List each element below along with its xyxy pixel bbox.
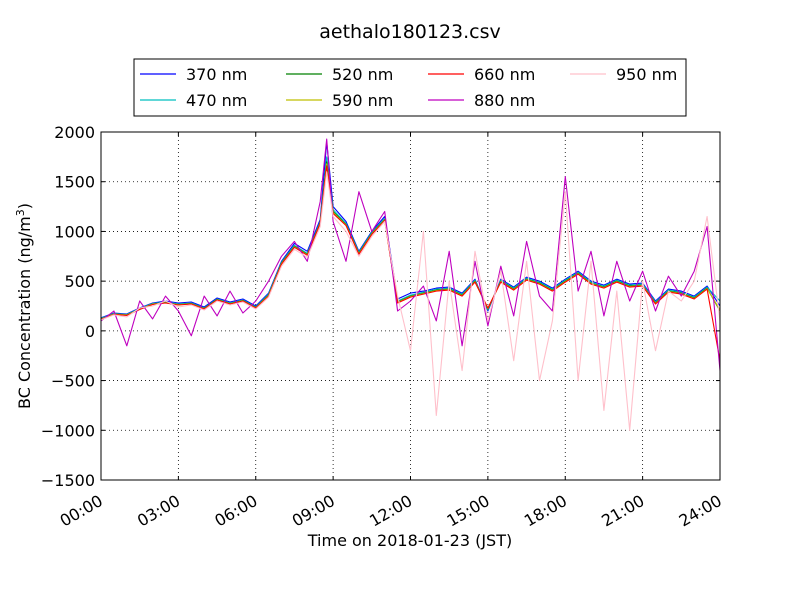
series-lines <box>101 138 720 431</box>
y-axis-label-superscript: 3 <box>14 209 27 216</box>
y-tick-label: 1000 <box>54 222 95 241</box>
y-tick-label: 500 <box>64 272 95 291</box>
legend-entry: 520 nm <box>286 65 393 84</box>
legend-label: 660 nm <box>474 65 535 84</box>
legend-label: 590 nm <box>332 91 393 110</box>
series-line-370-nm <box>101 141 720 319</box>
y-tick-label: −500 <box>51 372 95 391</box>
axis-ticks <box>100 131 721 481</box>
y-tick-label: 1500 <box>54 173 95 192</box>
y-tick-label: 0 <box>85 322 95 341</box>
y-tick-label: −1500 <box>41 471 95 490</box>
legend-label: 880 nm <box>474 91 535 110</box>
y-tick-label: −1000 <box>41 421 95 440</box>
y-axis-label-main: BC Concentration (ng/m <box>15 216 34 409</box>
chart-title: aethalo180123.csv <box>319 21 501 43</box>
legend-box <box>133 58 687 117</box>
y-tick-labels: 2000 1500 1000 500 0 −500 −1000 −1500 <box>41 123 95 490</box>
legend-entry: 950 nm <box>570 65 677 84</box>
series-line-880-nm <box>101 138 720 371</box>
x-axis-label: Time on 2018-01-23 (JST) <box>307 531 512 550</box>
legend-entry: 370 nm <box>140 65 247 84</box>
legend-label: 950 nm <box>616 65 677 84</box>
legend-entry: 470 nm <box>140 91 247 110</box>
legend-entry: 590 nm <box>286 91 393 110</box>
y-tick-label: 2000 <box>54 123 95 142</box>
legend: 370 nm 470 nm 520 nm 590 nm 660 nm 880 nm 950 … <box>133 58 687 117</box>
y-axis-label-close: ) <box>15 203 34 209</box>
legend-entry: 880 nm <box>428 91 535 110</box>
y-axis-label: BC Concentration (ng/m3) <box>14 203 34 409</box>
series-line-660-nm <box>101 165 720 361</box>
series-line-950-nm <box>101 171 720 431</box>
legend-label: 520 nm <box>332 65 393 84</box>
legend-entry: 660 nm <box>428 65 535 84</box>
legend-label: 470 nm <box>186 91 247 110</box>
legend-label: 370 nm <box>186 65 247 84</box>
